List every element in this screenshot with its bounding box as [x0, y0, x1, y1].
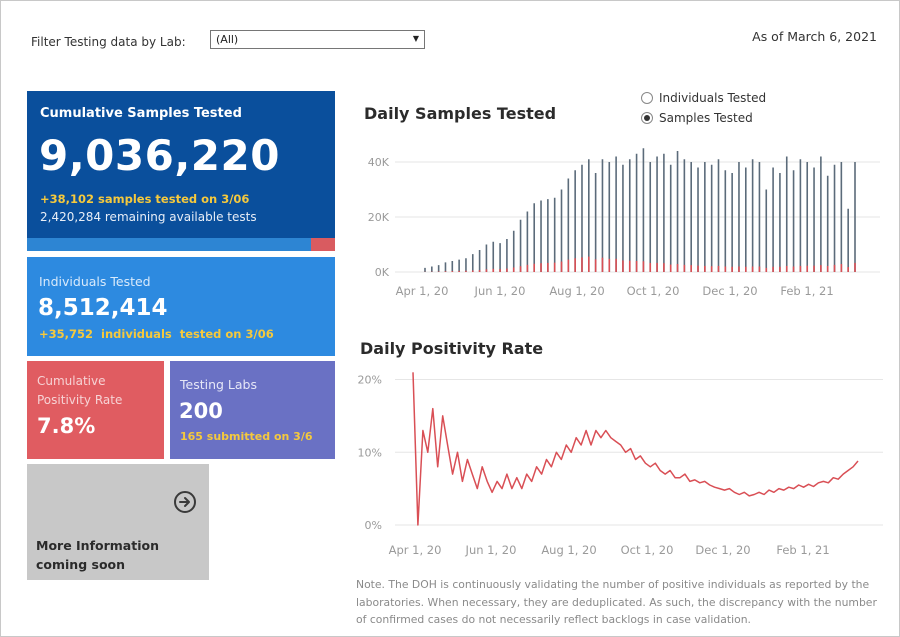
card-title: Testing Labs	[180, 377, 257, 392]
radio-label: Individuals Tested	[659, 91, 767, 105]
positivity-chart-title: Daily Positivity Rate	[360, 339, 544, 358]
individuals-today: +35,752 individuals tested on 3/06	[39, 327, 274, 341]
individuals-tested-value: 8,512,414	[38, 295, 168, 321]
x-tick-label: Dec 1, 20	[702, 284, 757, 298]
card-title: Cumulative Samples Tested	[40, 106, 242, 121]
x-tick-label: Aug 1, 20	[549, 284, 604, 298]
positivity-rate-card: Cumulative Positivity Rate 7.8%	[27, 361, 164, 459]
filter-label: Filter Testing data by Lab:	[31, 35, 186, 49]
lab-filter-dropdown[interactable]: (All) ▼	[210, 30, 425, 49]
tests-usage-fill	[310, 238, 335, 251]
y-tick-label: 20K	[368, 211, 390, 224]
radio-individuals-tested[interactable]: Individuals Tested	[641, 88, 766, 108]
remaining-tests: 2,420,284 remaining available tests	[40, 210, 257, 224]
radio-circle-icon[interactable]	[641, 92, 653, 104]
labs-submitted: 165 submitted on 3/6	[180, 430, 313, 443]
y-tick-label: 40K	[368, 156, 390, 169]
series-line	[412, 372, 859, 526]
samples-today: +38,102 samples tested on 3/06	[40, 192, 250, 206]
more-information-text: More Information coming soon	[36, 538, 159, 572]
arrow-circle-right-icon[interactable]	[174, 491, 196, 513]
testing-labs-value: 200	[179, 399, 223, 423]
daily-positivity-chart[interactable]: 0% 10% 20% Apr 1, 20 Jun 1, 20 Aug 1, 20 Oct 1…	[355, 365, 885, 565]
chevron-down-icon[interactable]: ▼	[412, 34, 419, 43]
lab-filter-value: (All)	[216, 33, 239, 46]
card-title: Cumulative Positivity Rate	[37, 374, 123, 407]
metric-toggle: Individuals Tested Samples Tested	[641, 88, 766, 128]
x-tick-label: Jun 1, 20	[465, 543, 517, 557]
x-tick-label: Aug 1, 20	[541, 543, 596, 557]
cumulative-samples-value: 9,036,220	[39, 131, 280, 180]
x-tick-label: Dec 1, 20	[695, 543, 750, 557]
radio-label: Samples Tested	[659, 111, 753, 125]
cumulative-samples-card: Cumulative Samples Tested 9,036,220 +38,…	[27, 91, 335, 251]
x-tick-label: Feb 1, 21	[776, 543, 829, 557]
radio-circle-icon[interactable]	[641, 112, 653, 124]
card-title: Individuals Tested	[39, 274, 151, 289]
x-tick-label: Oct 1, 20	[627, 284, 680, 298]
y-tick-label: 0%	[365, 519, 382, 532]
footnote: Note. The DOH is continuously validating…	[356, 578, 877, 626]
daily-samples-chart[interactable]: 0K 20K 40K Apr 1, 20 Jun 1, 20 Aug 1, 20 Oct 1…	[355, 140, 885, 305]
y-tick-label: 20%	[358, 374, 382, 387]
testing-labs-card: Testing Labs 200 165 submitted on 3/6	[170, 361, 335, 459]
tests-usage-bar	[27, 238, 335, 251]
x-tick-label: Feb 1, 21	[780, 284, 833, 298]
as-of-date: As of March 6, 2021	[752, 29, 877, 44]
samples-chart-title: Daily Samples Tested	[364, 104, 557, 123]
radio-samples-tested[interactable]: Samples Tested	[641, 108, 766, 128]
y-tick-label: 10%	[358, 446, 382, 459]
x-tick-label: Apr 1, 20	[389, 543, 442, 557]
x-tick-label: Oct 1, 20	[621, 543, 674, 557]
more-information-card[interactable]: More Information coming soon	[27, 464, 209, 580]
individuals-tested-card: Individuals Tested 8,512,414 +35,752 ind…	[27, 257, 335, 356]
positivity-rate-value: 7.8%	[37, 414, 96, 438]
x-tick-label: Apr 1, 20	[396, 284, 449, 298]
y-tick-label: 0K	[375, 266, 390, 279]
x-tick-label: Jun 1, 20	[474, 284, 526, 298]
